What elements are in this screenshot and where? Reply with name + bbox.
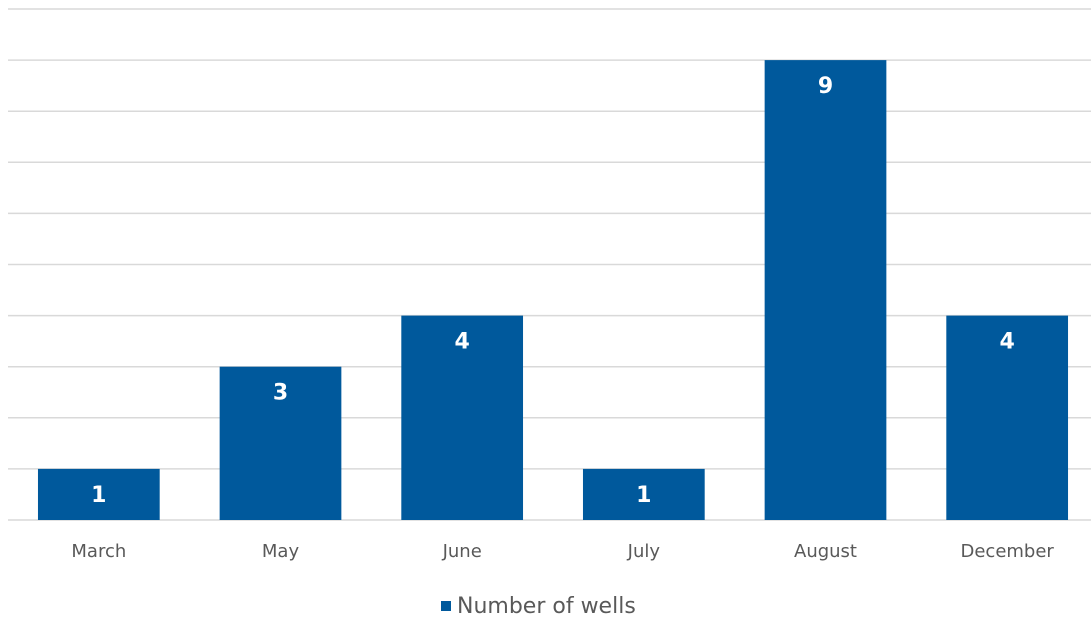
bar (37, 468, 160, 520)
x-tick-label: May (262, 541, 300, 562)
x-tick-label: December (960, 541, 1054, 562)
x-tick-label: July (627, 541, 661, 562)
bar (946, 315, 1069, 520)
bar (582, 468, 705, 520)
x-tick-label: August (794, 541, 857, 562)
data-label: 1 (91, 483, 106, 508)
data-label: 3 (273, 381, 288, 406)
x-tick-label: March (71, 541, 126, 562)
bar (764, 60, 887, 520)
legend-swatch (441, 601, 451, 611)
data-label: 9 (818, 74, 833, 99)
x-tick-label: June (442, 541, 482, 562)
data-label: 4 (455, 330, 470, 355)
data-label: 4 (1000, 330, 1015, 355)
bar (219, 366, 342, 520)
bar (401, 315, 524, 520)
legend-label: Number of wells (457, 594, 636, 619)
data-label: 1 (636, 483, 651, 508)
